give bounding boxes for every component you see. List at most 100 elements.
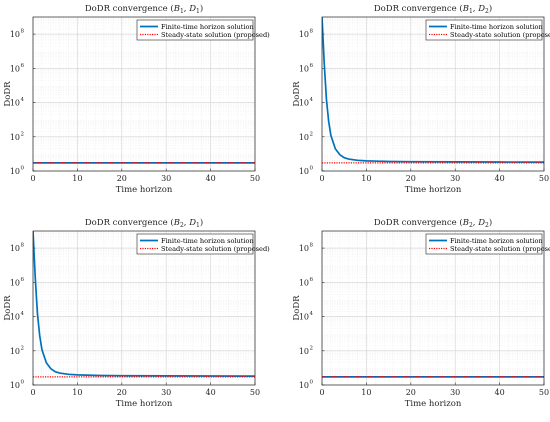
legend: Finite-time horizon solutionSteady-state… [425,233,550,255]
legend-label: Steady-state solution (proposed) [450,245,550,253]
x-tick-label: 40 [206,388,216,397]
y-tick-base: 10 [10,133,20,142]
y-tick-label: 10 [10,133,20,142]
y-tick-label: 10 [299,99,309,108]
y-tick-base: 10 [10,64,20,73]
axes-frame [321,16,545,172]
y-tick-exponent: 2 [310,345,314,351]
y-tick-label: 10 [299,30,309,39]
y-tick-base: 10 [10,347,20,356]
y-tick-base: 10 [299,133,309,142]
x-tick-label: 50 [250,174,260,183]
x-tick-label: 10 [72,174,82,183]
legend-label: Finite-time horizon solution [161,237,255,245]
x-tick-label: 30 [161,174,171,183]
y-tick-base: 10 [299,381,309,390]
finite-horizon-series-line [33,231,255,377]
y-tick-label: 10 [299,347,309,356]
y-tick-exponent: 2 [310,131,314,137]
x-axis-label: Time horizon [405,185,462,195]
chart-title: DoDR convergence (B1, D1) [85,3,203,15]
x-tick-label: 40 [495,388,505,397]
y-tick-exponent: 0 [310,166,314,172]
x-tick-label: 30 [161,388,171,397]
chart-title: DoDR convergence (B2, D1) [85,217,203,229]
y-tick-exponent: 2 [21,345,25,351]
legend: Finite-time horizon solutionSteady-state… [136,233,270,255]
y-tick-label: 10 [299,278,309,287]
legend-label: Steady-state solution (proposed) [450,31,550,39]
axes-frame [32,16,256,172]
x-tick-label: 40 [206,174,216,183]
x-axis-label: Time horizon [116,185,173,195]
y-tick-exponent: 8 [21,29,25,35]
y-tick-label: 10 [299,167,309,176]
y-tick-base: 10 [299,30,309,39]
y-tick-base: 10 [299,244,309,253]
x-tick-label: 20 [406,388,416,397]
y-tick-label: 10 [10,64,20,73]
legend: Finite-time horizon solutionSteady-state… [425,19,550,41]
axes-frame [32,230,256,386]
legend-box [136,233,254,255]
y-tick-label: 10 [10,278,20,287]
legend-label: Steady-state solution (proposed) [161,31,270,39]
x-axis-label: Time horizon [405,399,462,409]
x-tick-label: 0 [30,388,35,397]
y-tick-base: 10 [299,99,309,108]
y-tick-base: 10 [10,278,20,287]
y-tick-exponent: 4 [21,97,25,103]
x-tick-label: 50 [539,388,549,397]
x-tick-label: 20 [117,174,127,183]
y-axis-label: DoDR [3,81,13,107]
x-tick-label: 10 [72,388,82,397]
y-tick-label: 10 [10,244,20,253]
y-tick-exponent: 6 [21,63,25,69]
x-tick-label: 30 [450,174,460,183]
legend: Finite-time horizon solutionSteady-state… [136,19,270,41]
y-tick-base: 10 [10,30,20,39]
y-tick-base: 10 [10,167,20,176]
y-tick-exponent: 6 [310,277,314,283]
plot-area [33,17,255,171]
y-tick-base: 10 [299,167,309,176]
y-tick-label: 10 [299,313,309,322]
x-tick-label: 0 [30,174,35,183]
legend-box [425,19,543,41]
y-tick-base: 10 [299,313,309,322]
legend-label: Finite-time horizon solution [161,23,255,31]
y-tick-exponent: 8 [310,243,314,249]
y-tick-base: 10 [299,347,309,356]
y-tick-label: 10 [299,133,309,142]
x-tick-label: 20 [406,174,416,183]
legend-box [425,233,543,255]
y-tick-label: 10 [299,64,309,73]
y-tick-label: 10 [10,167,20,176]
x-axis-label: Time horizon [116,399,173,409]
y-tick-base: 10 [10,99,20,108]
legend-label: Steady-state solution (proposed) [161,245,270,253]
legend-label: Finite-time horizon solution [450,23,544,31]
plot-area [322,231,544,385]
y-tick-label: 10 [299,244,309,253]
x-tick-label: 20 [117,388,127,397]
x-tick-label: 50 [250,388,260,397]
y-tick-label: 10 [10,30,20,39]
chart-title: DoDR convergence (B2, D2) [374,217,492,229]
series-group [33,231,255,378]
y-axis-label: DoDR [292,295,302,321]
x-tick-label: 10 [361,388,371,397]
series-group [322,17,544,164]
y-tick-exponent: 8 [310,29,314,35]
plot-area [322,17,544,171]
y-tick-exponent: 2 [21,131,25,137]
y-tick-exponent: 0 [310,380,314,386]
y-tick-exponent: 4 [310,311,314,317]
y-tick-label: 10 [10,347,20,356]
chart-title: DoDR convergence (B1, D2) [374,3,492,15]
